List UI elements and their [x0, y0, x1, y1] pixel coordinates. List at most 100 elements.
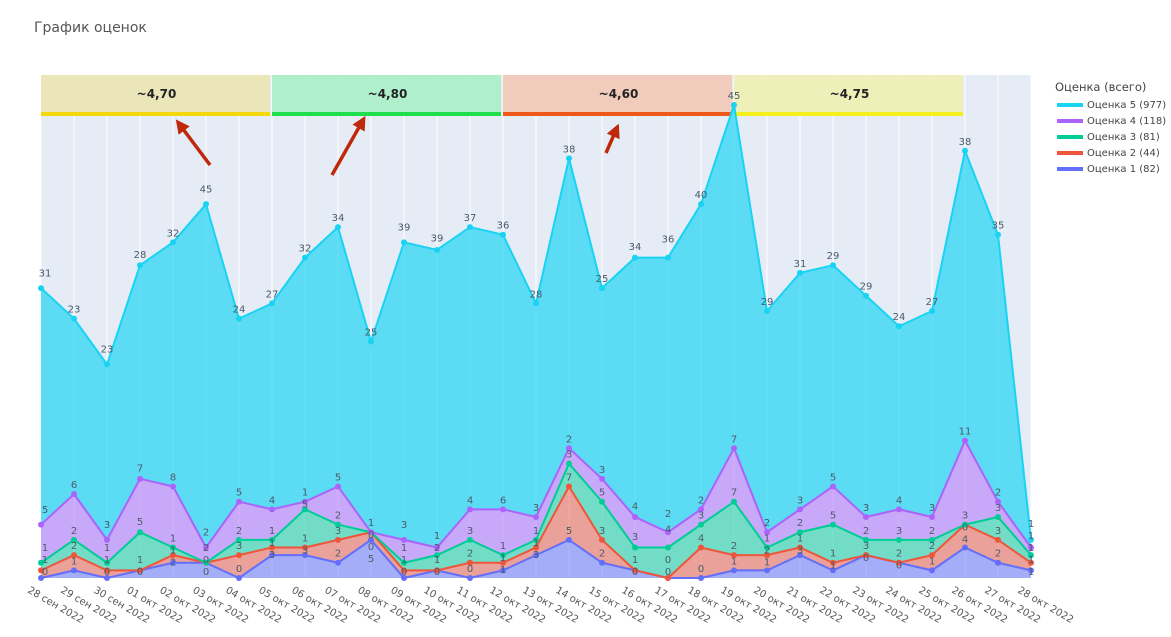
data-point[interactable]: [104, 575, 110, 581]
data-point[interactable]: [533, 536, 539, 543]
data-point[interactable]: [500, 506, 506, 513]
data-point[interactable]: [71, 536, 77, 543]
data-point[interactable]: [995, 536, 1001, 543]
data-point[interactable]: [896, 323, 902, 330]
data-point[interactable]: [170, 559, 176, 566]
data-point[interactable]: [599, 285, 605, 292]
data-point[interactable]: [665, 575, 671, 581]
data-point[interactable]: [731, 498, 737, 505]
legend-item[interactable]: Оценка 5 (977): [1057, 97, 1166, 113]
data-point[interactable]: [1028, 544, 1034, 551]
data-point[interactable]: [302, 506, 308, 513]
data-point[interactable]: [500, 231, 506, 238]
data-point[interactable]: [566, 460, 572, 467]
data-point[interactable]: [797, 506, 803, 513]
data-point[interactable]: [170, 239, 176, 246]
data-point[interactable]: [1028, 552, 1034, 559]
data-point[interactable]: [302, 254, 308, 261]
data-point[interactable]: [170, 544, 176, 551]
data-point[interactable]: [38, 285, 44, 292]
data-point[interactable]: [137, 529, 143, 536]
data-point[interactable]: [236, 315, 242, 322]
data-point[interactable]: [269, 552, 275, 559]
data-point[interactable]: [566, 536, 572, 543]
data-point[interactable]: [830, 262, 836, 269]
data-point[interactable]: [236, 575, 242, 581]
data-point[interactable]: [1028, 536, 1034, 543]
data-point[interactable]: [269, 544, 275, 551]
data-point[interactable]: [335, 559, 341, 566]
legend-item[interactable]: Оценка 1 (82): [1057, 161, 1166, 177]
data-point[interactable]: [38, 567, 44, 574]
data-point[interactable]: [335, 536, 341, 543]
data-point[interactable]: [698, 575, 704, 581]
data-point[interactable]: [830, 567, 836, 574]
data-point[interactable]: [929, 307, 935, 314]
data-point[interactable]: [533, 300, 539, 307]
data-point[interactable]: [731, 445, 737, 452]
data-point[interactable]: [698, 201, 704, 208]
data-point[interactable]: [302, 552, 308, 559]
data-point[interactable]: [1028, 559, 1034, 566]
data-point[interactable]: [467, 575, 473, 581]
data-point[interactable]: [434, 552, 440, 559]
data-point[interactable]: [71, 491, 77, 498]
data-point[interactable]: [401, 575, 407, 581]
data-point[interactable]: [500, 559, 506, 566]
data-point[interactable]: [566, 155, 572, 162]
data-point[interactable]: [896, 559, 902, 566]
data-point[interactable]: [467, 224, 473, 231]
data-point[interactable]: [665, 254, 671, 261]
data-point[interactable]: [434, 567, 440, 574]
data-point[interactable]: [632, 254, 638, 261]
data-point[interactable]: [500, 552, 506, 559]
data-point[interactable]: [137, 475, 143, 482]
data-point[interactable]: [533, 513, 539, 520]
data-point[interactable]: [863, 292, 869, 299]
legend-item[interactable]: Оценка 2 (44): [1057, 145, 1166, 161]
data-point[interactable]: [698, 521, 704, 528]
data-point[interactable]: [929, 567, 935, 574]
data-point[interactable]: [38, 575, 44, 581]
data-point[interactable]: [995, 231, 1001, 238]
data-point[interactable]: [896, 536, 902, 543]
data-point[interactable]: [170, 552, 176, 559]
data-point[interactable]: [962, 437, 968, 444]
data-point[interactable]: [170, 483, 176, 490]
legend-item[interactable]: Оценка 4 (118): [1057, 113, 1166, 129]
data-point[interactable]: [137, 262, 143, 269]
legend-item[interactable]: Оценка 3 (81): [1057, 129, 1166, 145]
data-point[interactable]: [929, 513, 935, 520]
data-point[interactable]: [38, 521, 44, 528]
data-point[interactable]: [236, 498, 242, 505]
data-point[interactable]: [764, 567, 770, 574]
data-point[interactable]: [302, 544, 308, 551]
data-point[interactable]: [830, 559, 836, 566]
data-point[interactable]: [203, 201, 209, 208]
data-point[interactable]: [566, 483, 572, 490]
data-point[interactable]: [797, 269, 803, 276]
data-point[interactable]: [764, 529, 770, 536]
data-point[interactable]: [566, 445, 572, 452]
data-point[interactable]: [698, 506, 704, 513]
data-point[interactable]: [1028, 567, 1034, 574]
data-point[interactable]: [533, 544, 539, 551]
data-point[interactable]: [368, 536, 374, 543]
data-point[interactable]: [995, 498, 1001, 505]
data-point[interactable]: [401, 239, 407, 246]
data-point[interactable]: [632, 544, 638, 551]
data-point[interactable]: [104, 567, 110, 574]
data-point[interactable]: [71, 552, 77, 559]
data-point[interactable]: [665, 529, 671, 536]
data-point[interactable]: [962, 521, 968, 528]
data-point[interactable]: [401, 567, 407, 574]
data-point[interactable]: [665, 544, 671, 551]
data-point[interactable]: [599, 475, 605, 482]
data-point[interactable]: [269, 536, 275, 543]
data-point[interactable]: [401, 536, 407, 543]
data-point[interactable]: [764, 307, 770, 314]
data-point[interactable]: [269, 506, 275, 513]
data-point[interactable]: [731, 567, 737, 574]
data-point[interactable]: [203, 544, 209, 551]
data-point[interactable]: [863, 552, 869, 559]
